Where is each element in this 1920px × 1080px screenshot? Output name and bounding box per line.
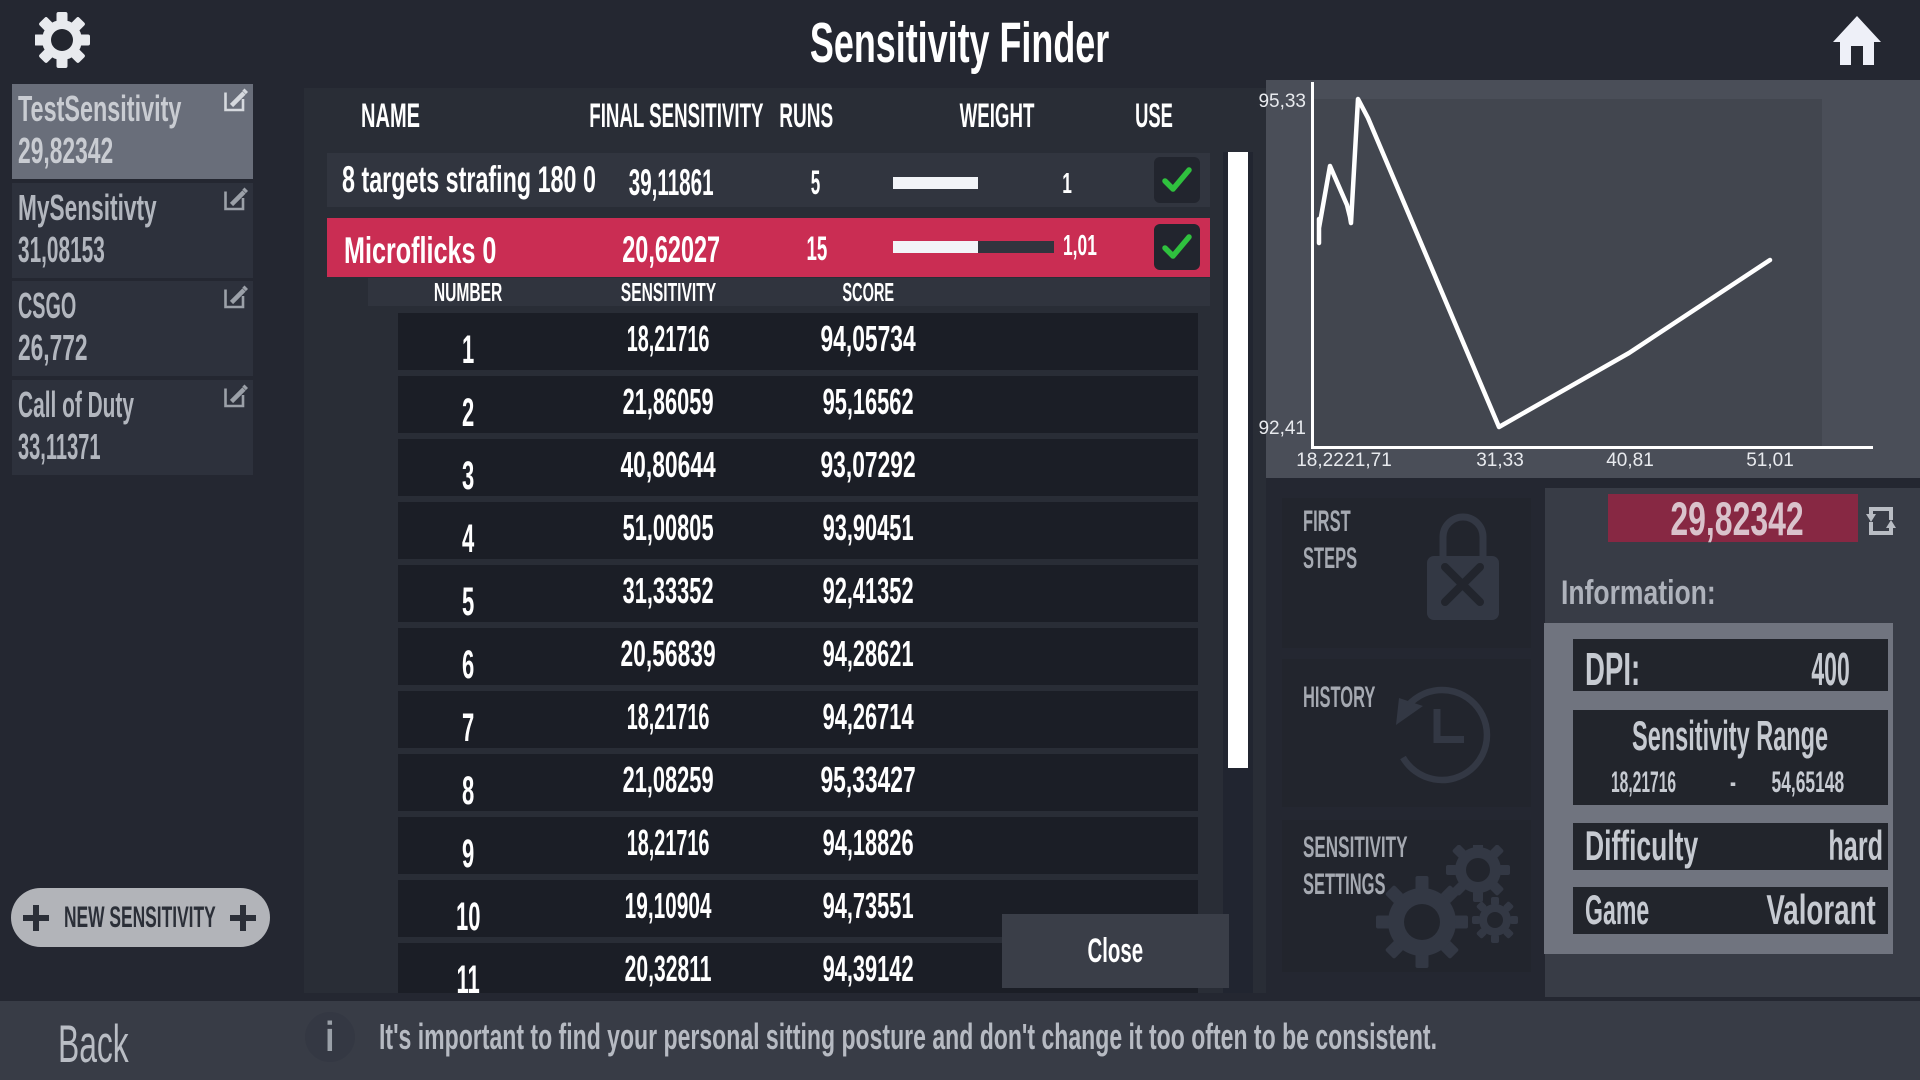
svg-text:92,41: 92,41 <box>1258 418 1306 439</box>
svg-text:40,81: 40,81 <box>1606 450 1654 471</box>
svg-text:18,22: 18,22 <box>1296 450 1344 471</box>
svg-text:95,33: 95,33 <box>1258 91 1306 112</box>
svg-text:21,71: 21,71 <box>1344 450 1392 471</box>
svg-text:31,33: 31,33 <box>1476 450 1524 471</box>
svg-text:51,01: 51,01 <box>1746 450 1794 471</box>
